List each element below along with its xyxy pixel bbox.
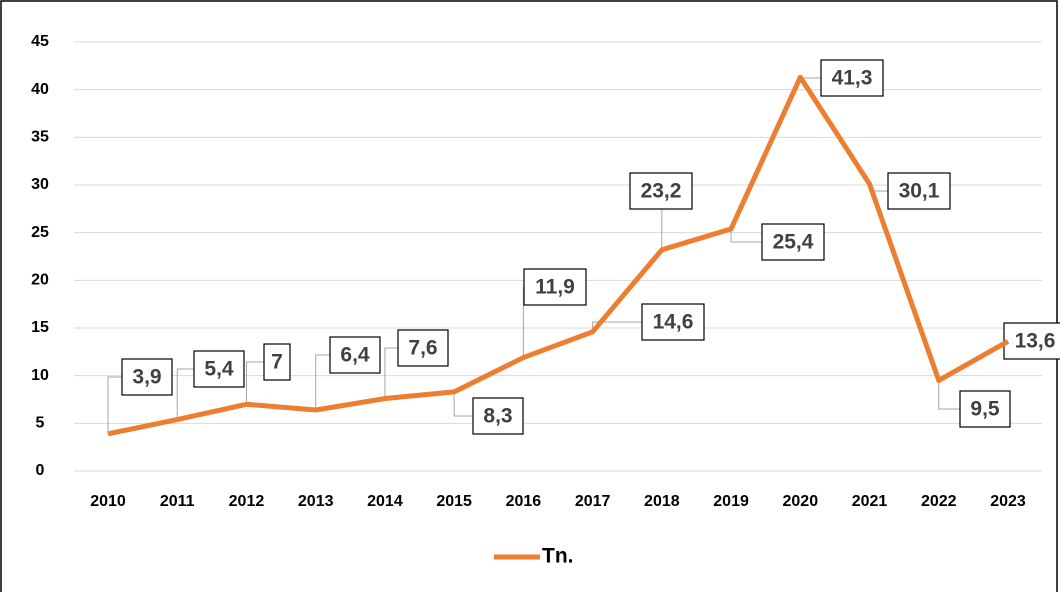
x-tick-label: 2014 xyxy=(367,493,403,510)
data-label: 7 xyxy=(271,351,283,374)
y-tick-label: 20 xyxy=(31,272,49,289)
data-label-box xyxy=(959,390,1011,428)
x-tick-label: 2020 xyxy=(783,493,819,510)
data-label: 11,9 xyxy=(535,276,575,299)
y-tick-label: 35 xyxy=(31,129,49,146)
data-label-box xyxy=(397,329,449,367)
x-tick-label: 2018 xyxy=(644,493,680,510)
x-tick-label: 2010 xyxy=(90,493,126,510)
data-label-box xyxy=(761,223,825,261)
data-label-box xyxy=(329,336,381,374)
y-tick-label: 10 xyxy=(31,367,49,384)
leader-line xyxy=(315,354,330,410)
data-label-box xyxy=(263,343,291,381)
data-label: 7,6 xyxy=(408,337,437,360)
y-tick-label: 45 xyxy=(31,33,49,50)
y-tick-label: 5 xyxy=(36,415,45,432)
data-label: 8,3 xyxy=(483,405,512,428)
data-label-box xyxy=(820,59,884,97)
leader-line xyxy=(245,361,264,405)
x-tick-label: 2015 xyxy=(436,493,472,510)
data-label-box xyxy=(523,268,587,306)
data-label: 41,3 xyxy=(832,67,873,90)
data-label-box xyxy=(472,397,524,435)
y-tick-label: 15 xyxy=(31,319,49,336)
x-tick-label: 2023 xyxy=(990,493,1026,510)
x-tick-label: 2021 xyxy=(852,493,888,510)
x-tick-label: 2022 xyxy=(921,493,957,510)
data-label-box xyxy=(629,172,693,210)
legend-label: Tn. xyxy=(542,545,574,568)
y-tick-label: 0 xyxy=(36,462,45,479)
x-tick-label: 2013 xyxy=(298,493,334,510)
y-tick-label: 40 xyxy=(31,81,49,98)
x-tick-label: 2019 xyxy=(713,493,749,510)
data-label-box xyxy=(887,172,951,210)
data-label: 6,4 xyxy=(340,344,370,367)
leader-line xyxy=(107,376,122,434)
leader-line xyxy=(176,368,194,420)
series-line xyxy=(107,74,1010,437)
data-label: 13,6 xyxy=(1015,330,1056,353)
data-label: 23,2 xyxy=(641,180,682,203)
data-label-box xyxy=(193,350,245,388)
data-label: 9,5 xyxy=(970,398,1000,421)
x-tick-label: 2017 xyxy=(575,493,611,510)
data-label-box xyxy=(641,303,705,341)
x-tick-label: 2011 xyxy=(160,493,195,510)
data-label: 3,9 xyxy=(132,366,161,389)
y-tick-label: 25 xyxy=(31,224,49,241)
data-label: 14,6 xyxy=(653,311,694,334)
leader-line xyxy=(384,347,398,399)
y-tick-label: 30 xyxy=(31,176,49,193)
data-label: 5,4 xyxy=(204,358,234,381)
data-label: 25,4 xyxy=(773,231,814,254)
data-label: 30,1 xyxy=(899,180,940,203)
data-label-box xyxy=(121,358,173,396)
x-tick-label: 2016 xyxy=(506,493,542,510)
leader-line xyxy=(730,228,762,243)
leader-line xyxy=(938,380,960,410)
leader-line xyxy=(453,391,473,417)
x-tick-label: 2012 xyxy=(229,493,265,510)
